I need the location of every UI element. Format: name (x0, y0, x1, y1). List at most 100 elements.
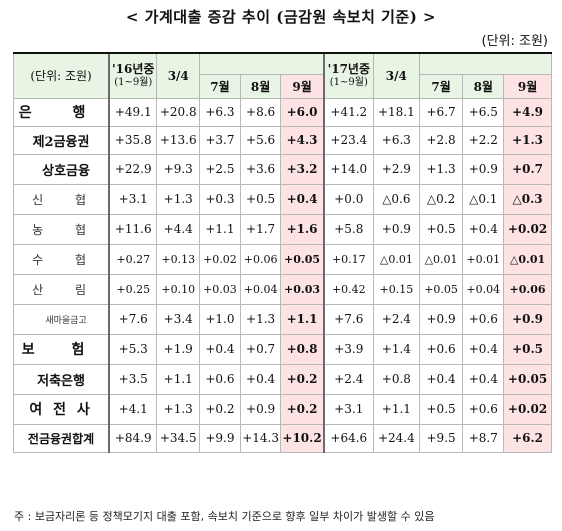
cell: +20.8 (156, 97, 201, 127)
cell: +0.06 (239, 243, 282, 275)
cell: +9.3 (156, 153, 201, 185)
cell: +7.6 (322, 303, 374, 335)
cell: +3.4 (156, 303, 201, 335)
cell: +0.05 (418, 273, 464, 305)
m8-2016-header: 8월 (239, 73, 282, 99)
year-2017-header: '17년중 (1~9월) (322, 52, 374, 99)
year-2017-range: (1~9월) (329, 76, 368, 88)
cell: +35.8 (108, 125, 158, 155)
cell: +1.0 (199, 303, 241, 335)
cell: +0.02 (503, 393, 552, 425)
cell: +0.06 (503, 273, 552, 305)
months-2016-header-top (199, 52, 325, 74)
cell: +8.7 (462, 423, 505, 453)
cell: △0.3 (503, 183, 552, 215)
cell: +0.6 (418, 333, 464, 365)
cell: +0.05 (280, 243, 325, 275)
cell: +0.9 (503, 303, 552, 335)
header-row-1: (단위: 조원) '16년중 (1~9월) 3/4 '17년중 (1~9월) 3… (13, 52, 553, 99)
cell: +3.2 (280, 153, 325, 185)
cell: +0.25 (108, 273, 158, 305)
cell: +1.3 (503, 125, 552, 155)
cell: +84.9 (108, 423, 158, 453)
q3-2016-header: 3/4 (156, 52, 201, 99)
cell: +1.1 (280, 303, 325, 335)
cell: +14.3 (239, 423, 282, 453)
cell: +1.7 (239, 213, 282, 245)
cell: +13.6 (156, 125, 201, 155)
cell: +24.4 (372, 423, 420, 453)
cell: +2.8 (418, 125, 464, 155)
cell: +1.1 (199, 213, 241, 245)
corner-label: (단위: 조원) (13, 52, 110, 99)
cell: +22.9 (108, 153, 158, 185)
cell: +0.2 (280, 393, 325, 425)
cell: +10.2 (280, 423, 325, 453)
cell: +0.42 (322, 273, 374, 305)
cell: △0.01 (418, 243, 464, 275)
row-label: 은 행 (13, 97, 110, 127)
cell: +0.4 (239, 363, 282, 395)
row-label: 농 협 (13, 213, 110, 245)
cell: +0.6 (199, 363, 241, 395)
cell: △0.6 (372, 183, 420, 215)
cell: +64.6 (322, 423, 374, 453)
cell: +0.7 (503, 153, 552, 185)
cell: +3.1 (322, 393, 374, 425)
table-row: 농 협 +11.6 +4.4 +1.1 +1.7 +1.6 +5.8 +0.9 … (13, 213, 552, 245)
cell: +3.9 (322, 333, 374, 365)
cell: △0.1 (462, 183, 505, 215)
cell: +41.2 (322, 97, 374, 127)
cell: +0.2 (280, 363, 325, 395)
unit-label: (단위: 조원) (481, 34, 549, 49)
cell: +0.03 (280, 273, 325, 305)
cell: +8.6 (239, 97, 282, 127)
cell: +0.9 (239, 393, 282, 425)
months-2017-header-top (418, 52, 553, 74)
cell: +2.9 (372, 153, 420, 185)
table-row: 제2금융권 +35.8 +13.6 +3.7 +5.6 +4.3 +23.4 +… (13, 125, 552, 155)
cell: +6.5 (462, 97, 505, 127)
cell: +0.4 (418, 363, 464, 395)
cell: +23.4 (322, 125, 374, 155)
cell: +4.1 (108, 393, 158, 425)
cell: +0.5 (418, 213, 464, 245)
cell: +11.6 (108, 213, 158, 245)
cell: +9.5 (418, 423, 464, 453)
cell: +1.3 (156, 183, 201, 215)
cell: +0.05 (503, 363, 552, 395)
cell: +1.1 (156, 363, 201, 395)
cell: +0.5 (418, 393, 464, 425)
table-title: < 가계대출 증감 추이 (금감원 속보치 기준) > (125, 8, 437, 26)
cell: +1.1 (372, 393, 420, 425)
cell: △0.2 (418, 183, 464, 215)
row-label: 신 협 (13, 183, 110, 215)
row-label: 저축은행 (13, 363, 110, 395)
cell: +0.02 (503, 213, 552, 245)
m7-2017-header: 7월 (418, 73, 464, 99)
cell: +0.9 (418, 303, 464, 335)
cell: +1.6 (280, 213, 325, 245)
cell: +0.4 (280, 183, 325, 215)
cell: +0.15 (372, 273, 420, 305)
cell: +7.6 (108, 303, 158, 335)
table-row: 은 행 +49.1 +20.8 +6.3 +8.6 +6.0 +41.2 +18… (13, 97, 552, 127)
cell: +0.17 (322, 243, 374, 275)
cell: +3.1 (108, 183, 158, 215)
cell: +14.0 (322, 153, 374, 185)
cell: +0.5 (503, 333, 552, 365)
table-row: 산 림 +0.25 +0.10 +0.03 +0.04 +0.03 +0.42 … (13, 273, 552, 305)
cell: +6.2 (503, 423, 552, 453)
cell: +6.3 (372, 125, 420, 155)
row-label: 상호금융 (13, 153, 110, 185)
cell: +0.4 (199, 333, 241, 365)
cell: +0.01 (462, 243, 505, 275)
cell: +6.3 (199, 97, 241, 127)
year-2017-label: '17년중 (327, 61, 371, 76)
year-2016-range: (1~9월) (114, 76, 153, 88)
table-row: 새마을금고 +7.6 +3.4 +1.0 +1.3 +1.1 +7.6 +2.4… (13, 303, 552, 335)
cell: +2.4 (372, 303, 420, 335)
year-2016-label: '16년중 (112, 61, 155, 76)
cell: +1.3 (418, 153, 464, 185)
cell: +0.9 (462, 153, 505, 185)
